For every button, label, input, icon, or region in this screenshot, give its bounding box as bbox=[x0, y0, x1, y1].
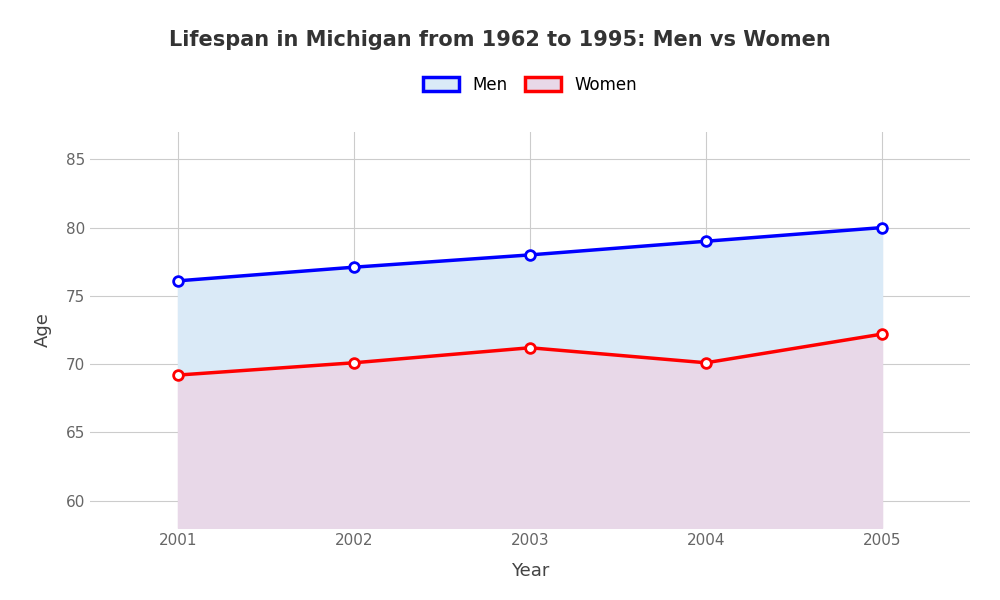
Legend: Men, Women: Men, Women bbox=[416, 69, 644, 100]
Text: Lifespan in Michigan from 1962 to 1995: Men vs Women: Lifespan in Michigan from 1962 to 1995: … bbox=[169, 30, 831, 50]
Y-axis label: Age: Age bbox=[34, 313, 52, 347]
X-axis label: Year: Year bbox=[511, 562, 549, 580]
